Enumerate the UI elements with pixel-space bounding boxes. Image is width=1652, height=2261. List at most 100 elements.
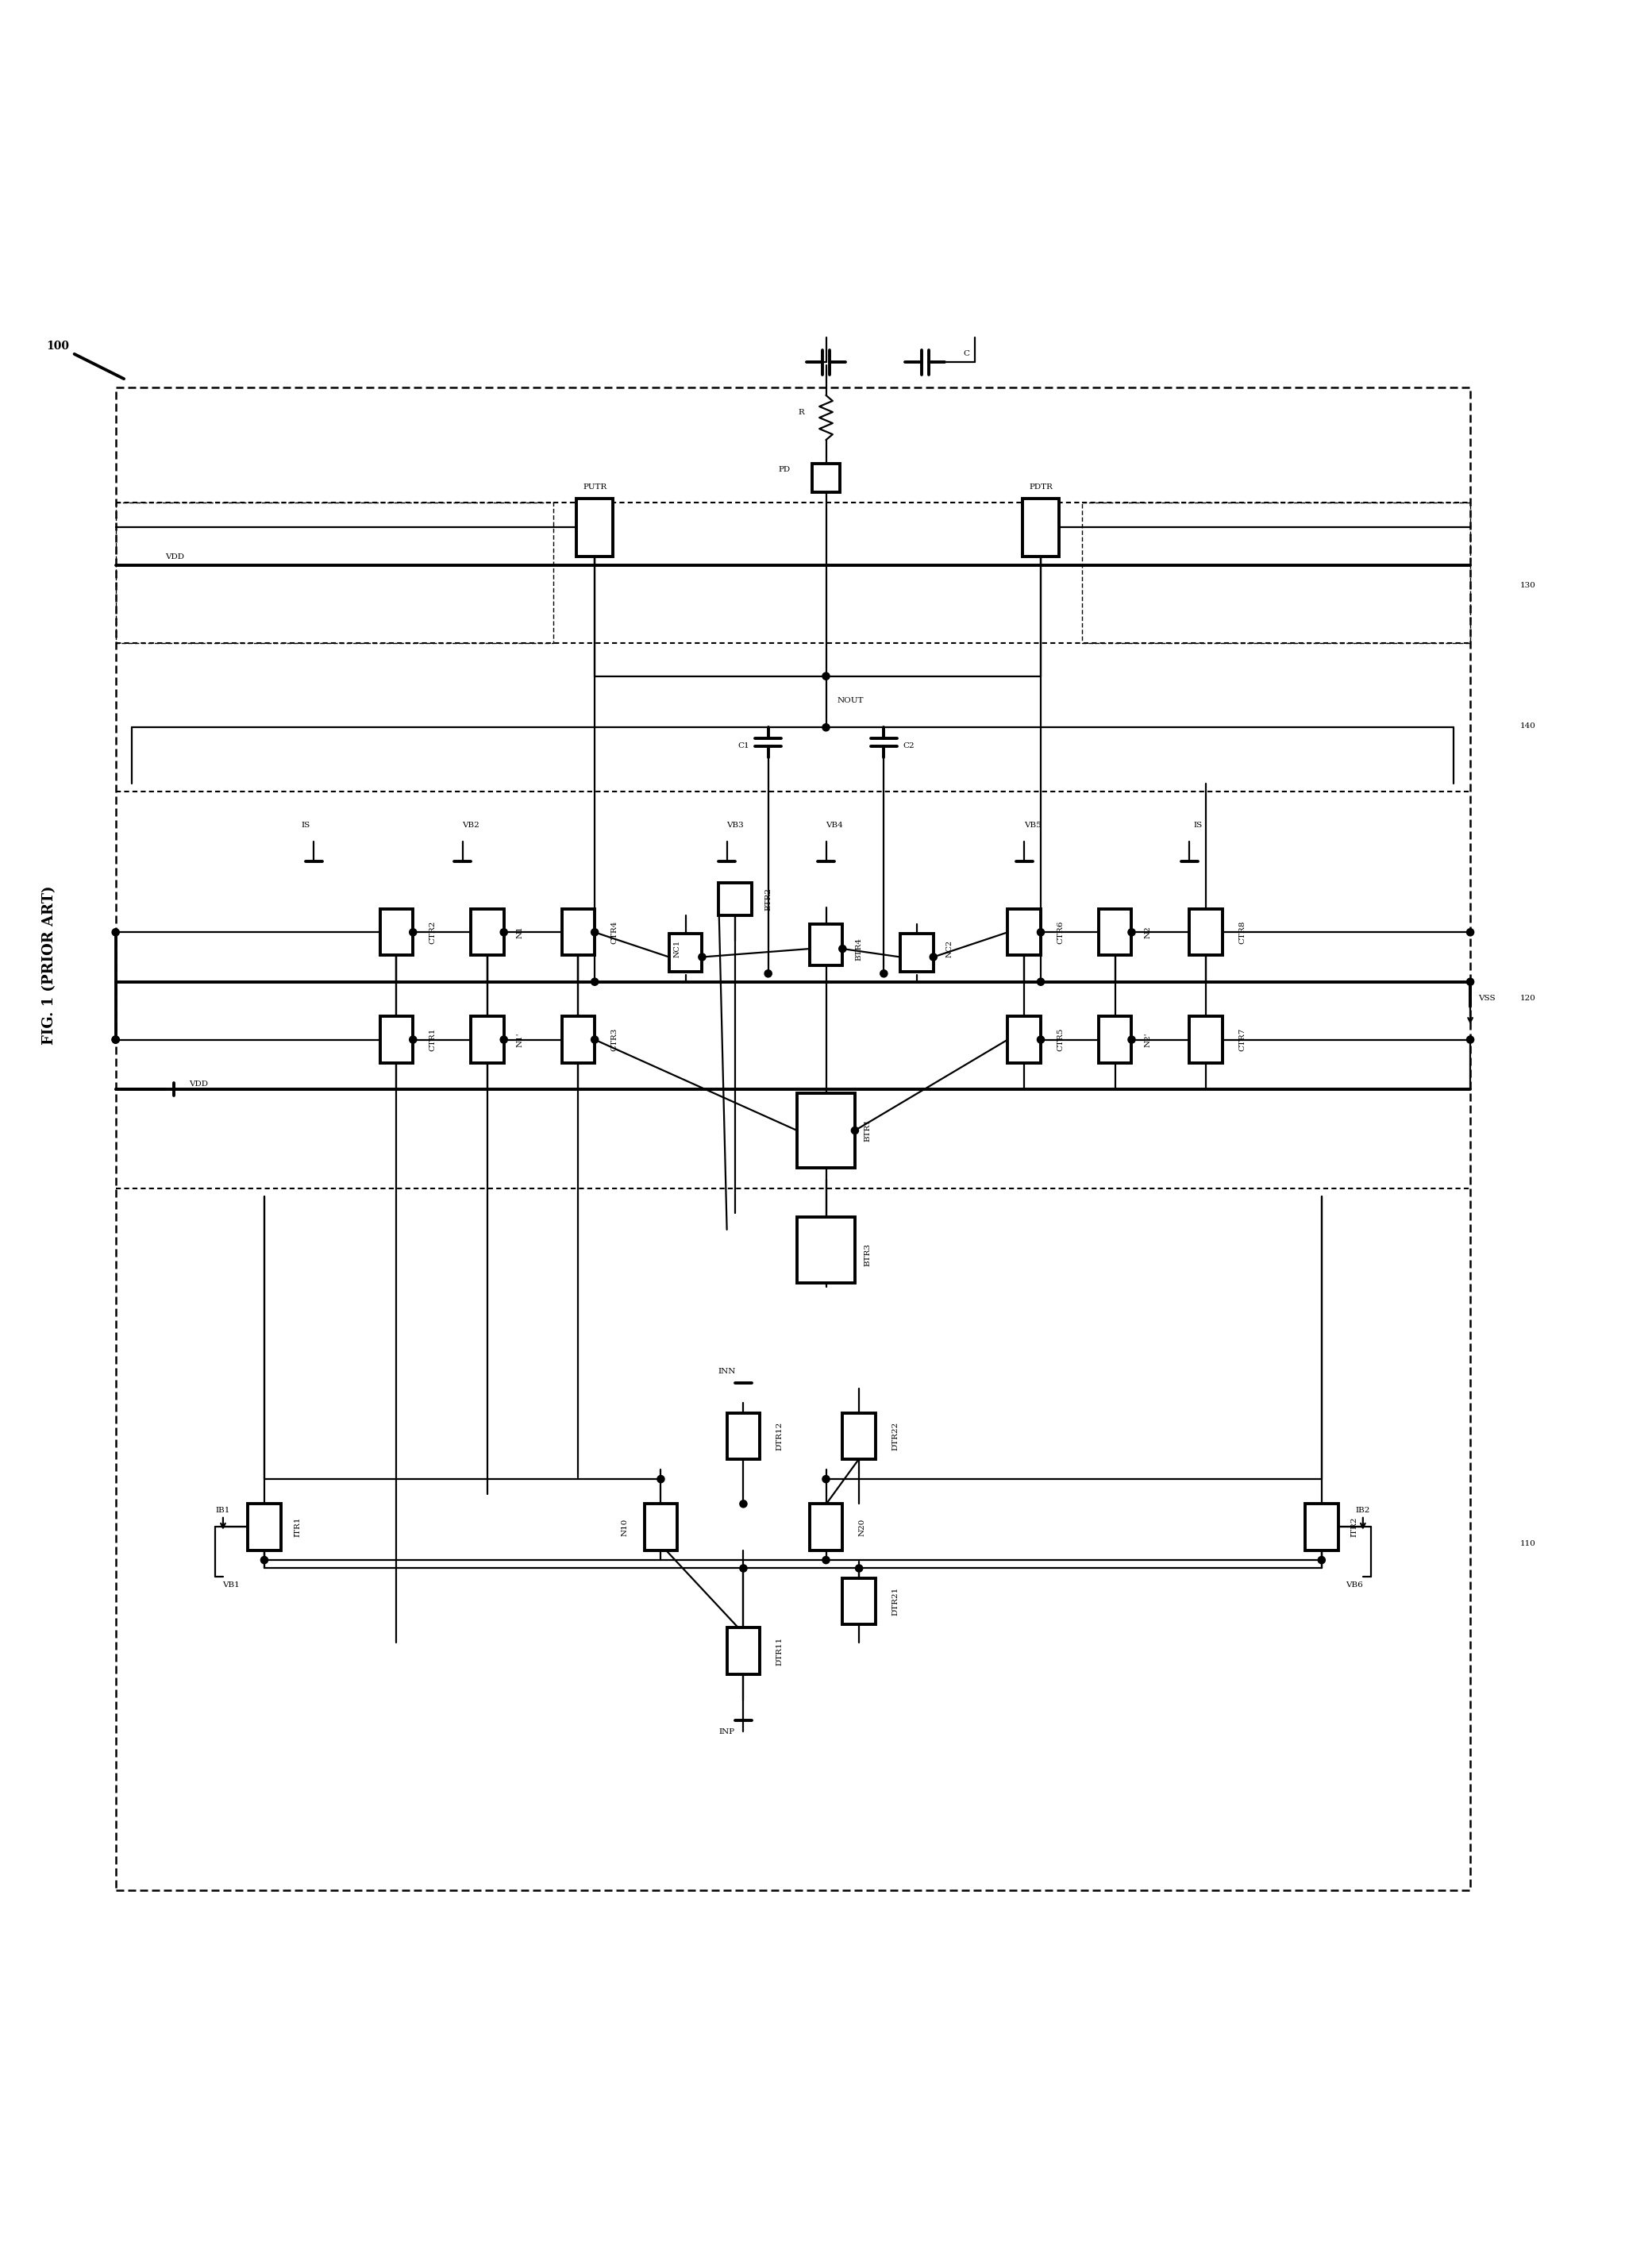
Bar [727,1628,760,1673]
Bar [471,909,504,956]
Text: N20: N20 [859,1517,866,1535]
Circle shape [740,1501,747,1508]
Text: CTR8: CTR8 [1239,920,1246,943]
Bar [380,1017,413,1063]
Text: DTR11: DTR11 [776,1637,783,1666]
Text: VB2: VB2 [463,821,479,828]
Text: VB5: VB5 [1024,821,1041,828]
Circle shape [881,970,887,977]
Text: N1: N1 [517,927,524,938]
Text: CTR7: CTR7 [1239,1029,1246,1051]
Text: VDD: VDD [165,554,185,561]
Bar [380,909,413,956]
Text: PD: PD [778,466,791,473]
Bar [1008,909,1041,956]
Text: N10: N10 [621,1517,628,1535]
Circle shape [765,970,771,977]
Circle shape [823,1556,829,1565]
Circle shape [1128,1036,1135,1042]
Text: CTR3: CTR3 [611,1029,618,1051]
Text: PDTR: PDTR [1029,484,1052,491]
Text: BTR1: BTR1 [864,1119,871,1142]
Bar [843,1578,876,1623]
Circle shape [740,1565,747,1571]
Text: INP: INP [719,1727,735,1736]
Bar [900,934,933,972]
Text: IS: IS [1193,821,1203,828]
Bar [796,1094,856,1167]
Circle shape [699,954,705,961]
Text: ITR2: ITR2 [1351,1517,1358,1537]
Text: NC2: NC2 [947,941,953,959]
Bar [727,1413,760,1458]
Bar [796,1216,856,1284]
Bar [669,934,702,972]
Text: NOUT: NOUT [838,696,864,705]
Text: CTR5: CTR5 [1057,1029,1064,1051]
Text: N2': N2' [1145,1033,1151,1047]
Circle shape [410,929,416,936]
Text: CTR4: CTR4 [611,920,618,943]
Text: CTR2: CTR2 [430,920,436,943]
Bar [248,1504,281,1551]
Text: BTR3: BTR3 [864,1244,871,1266]
Bar [562,909,595,956]
Circle shape [1467,979,1474,986]
Text: DTR12: DTR12 [776,1422,783,1452]
Text: BTR2: BTR2 [765,889,771,911]
Text: 140: 140 [1520,721,1536,730]
Circle shape [261,1556,268,1565]
Bar [809,1504,843,1551]
Text: C2: C2 [902,742,915,748]
Bar [843,1413,876,1458]
Circle shape [1467,929,1474,936]
Text: R: R [798,409,805,416]
Text: N2: N2 [1145,927,1151,938]
Text: VB1: VB1 [223,1580,240,1589]
Circle shape [856,1565,862,1571]
Circle shape [591,1036,598,1042]
Bar [1099,1017,1132,1063]
Text: VB4: VB4 [826,821,843,828]
Bar [116,387,1470,1890]
Text: 110: 110 [1520,1540,1536,1547]
Circle shape [112,929,119,936]
Text: 120: 120 [1520,995,1536,1002]
Circle shape [112,1036,119,1042]
Text: 130: 130 [1520,581,1536,588]
Text: FIG. 1 (PRIOR ART): FIG. 1 (PRIOR ART) [43,886,56,1045]
Text: INN: INN [719,1368,735,1375]
Text: N1': N1' [517,1033,524,1047]
Text: CTR1: CTR1 [430,1029,436,1051]
Bar [1189,1017,1222,1063]
Text: BTR4: BTR4 [856,938,862,961]
Circle shape [1037,979,1044,986]
Bar [1305,1504,1338,1551]
Text: NC1: NC1 [674,941,681,959]
Circle shape [930,954,937,961]
Circle shape [1128,929,1135,936]
Text: DTR21: DTR21 [892,1587,899,1617]
Bar [1189,909,1222,956]
Text: ITR1: ITR1 [294,1517,301,1537]
Circle shape [410,1036,416,1042]
Bar [813,464,839,493]
Bar [644,1504,677,1551]
Bar [1099,909,1132,956]
Circle shape [823,724,829,730]
Text: IB1: IB1 [216,1506,230,1515]
Text: PUTR: PUTR [583,484,606,491]
Circle shape [112,1036,119,1042]
Bar [719,882,752,916]
Bar [1023,500,1059,556]
Circle shape [591,929,598,936]
Bar [562,1017,595,1063]
Circle shape [501,929,507,936]
Text: VB6: VB6 [1346,1580,1363,1589]
Text: 100: 100 [46,339,69,350]
Circle shape [1037,929,1044,936]
Circle shape [823,1476,829,1483]
Circle shape [1037,1036,1044,1042]
Text: IS: IS [301,821,311,828]
Circle shape [839,945,846,952]
